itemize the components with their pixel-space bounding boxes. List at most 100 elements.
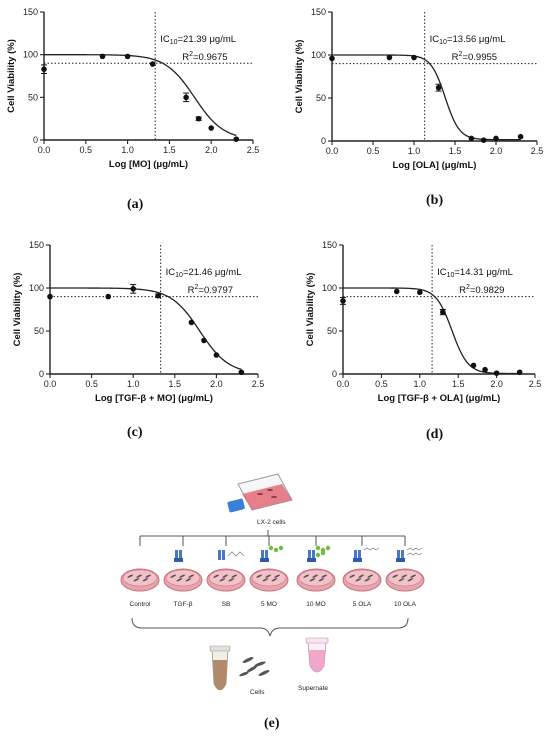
x-tick-label: 2.0: [205, 145, 218, 155]
x-tick-label: 1.5: [449, 146, 462, 156]
fit-curve: [44, 54, 237, 137]
x-tick-label: 2.0: [490, 379, 503, 389]
x-tick-label: 1.0: [408, 146, 421, 156]
group-label: 10 MO: [306, 601, 326, 608]
y-axis-title: Cell Viability (%): [305, 273, 316, 347]
ola-molecule-icon: [406, 552, 423, 556]
cell-icon: [410, 574, 417, 578]
cell-icon: [407, 578, 414, 582]
cell-icon: [185, 578, 192, 582]
receptor-icon: [307, 550, 316, 562]
y-tick-label: 50: [327, 326, 337, 336]
cell-icon: [401, 574, 408, 578]
data-point: [440, 309, 446, 315]
receptor-icon: [218, 550, 225, 560]
x-axis-title: Log [TGF-β + MO] (μg/mL): [95, 393, 213, 404]
fit-curve: [343, 287, 520, 375]
mo-particle-icon: [268, 545, 274, 551]
dish-row: Control TGF-β SB 5 MO 10 MO 5 OLA 10 OLA: [120, 536, 425, 608]
data-point: [238, 369, 245, 376]
cell-icon: [170, 574, 177, 578]
x-tick-label: 2.5: [252, 379, 265, 389]
data-point: [386, 54, 393, 61]
y-axis-title: Cell Viability (%): [6, 39, 17, 113]
cell-icon: [355, 578, 362, 582]
x-tick-label: 1.5: [163, 145, 176, 155]
x-axis-title: Log [TGF-β + OLA] (μg/mL): [378, 393, 501, 404]
y-tick-label: 0: [33, 135, 38, 145]
chart-panel-d: 0 50 100 150 0.0 0.5 1.0 1.5 2.0 2.5 Log [TGF-β + …: [285, 233, 550, 418]
dish-10-ola: 10 OLA: [385, 536, 425, 608]
chart-d-svg: 0 50 100 150 0.0 0.5 1.0 1.5 2.0 2.5 Log [TGF-β + …: [305, 240, 542, 404]
caption-e: (e): [264, 716, 280, 731]
data-point: [130, 286, 136, 292]
distribution-bracket: [139, 530, 406, 544]
x-axis-title: Log [MO] (μg/mL): [109, 159, 188, 170]
data-point: [201, 337, 207, 344]
cell-icon: [256, 574, 263, 578]
y-tick-label: 50: [28, 92, 38, 102]
cell-icon: [358, 574, 365, 578]
x-tick-label: 0.5: [367, 146, 380, 156]
x-tick-label: 2.0: [490, 146, 503, 156]
mo-particle-icon: [320, 550, 326, 556]
cell-icon: [265, 574, 272, 578]
group-label: TGF-β: [174, 601, 193, 608]
inhibitor-molecule-icon: [227, 551, 245, 557]
group-label: SB: [222, 601, 231, 608]
schematic-svg: LX-2 cells Control TGF-β SB 5 MO 10 MO 5 OLA 1…: [120, 473, 425, 696]
chart-c-svg: 0 50 100 150 0.0 0.5 1.0 1.5 2.0 2.5 Log [TGF-β + …: [12, 240, 265, 404]
cell-icon: [349, 574, 356, 578]
mo-particle-icon: [273, 547, 279, 553]
dish-inner: [165, 569, 201, 587]
y-axis-title: Cell Viability (%): [12, 273, 23, 347]
dish-inner: [122, 569, 158, 587]
data-point: [41, 66, 47, 72]
cell-icon: [321, 574, 328, 578]
y-tick-label: 0: [39, 369, 44, 379]
x-tick-label: 0.5: [80, 145, 93, 155]
data-point: [493, 135, 499, 142]
x-tick-label: 1.0: [414, 379, 427, 389]
ic10-annotation: IC10=21.39 μg/mL: [160, 34, 236, 46]
cell-icon: [222, 574, 229, 578]
cell-icon: [392, 574, 399, 578]
x-tick-label: 1.0: [121, 145, 134, 155]
data-point: [195, 115, 202, 122]
x-tick-label: 0.5: [375, 379, 388, 389]
ic10-annotation: IC10=13.56 μg/mL: [430, 34, 506, 46]
y-tick-label: 100: [23, 50, 38, 60]
cell-icon: [274, 574, 281, 578]
x-tick-label: 0.0: [38, 145, 51, 155]
y-tick-label: 50: [34, 326, 44, 336]
mo-particle-icon: [315, 552, 321, 558]
x-tick-label: 1.0: [127, 379, 140, 389]
cell-cluster-icon: [239, 657, 270, 677]
data-point: [468, 135, 475, 142]
x-axis-title: Log [OLA] (μg/mL): [393, 160, 477, 171]
cell-icon: [188, 574, 195, 578]
data-point: [188, 319, 195, 326]
ic10-annotation: IC10=21.46 μg/mL: [166, 267, 242, 279]
cell-icon: [398, 578, 405, 582]
data-point: [411, 54, 417, 61]
cell-icon: [262, 578, 269, 582]
data-point: [183, 94, 189, 101]
dish-5-mo: 5 MO: [249, 536, 289, 608]
receptor-icon: [396, 550, 405, 562]
y-tick-label: 50: [316, 93, 326, 103]
cell-icon: [312, 574, 319, 578]
y-tick-label: 0: [332, 369, 337, 379]
r-squared-annotation: R2=0.9675: [182, 51, 227, 63]
cell-icon: [176, 578, 183, 582]
x-tick-label: 1.5: [452, 379, 465, 389]
x-tick-label: 0.5: [85, 379, 98, 389]
mo-particle-icon: [315, 545, 321, 551]
x-tick-label: 2.5: [529, 379, 542, 389]
data-point: [493, 370, 500, 376]
data-point: [233, 136, 240, 142]
ic10-annotation: IC10=14.31 μg/mL: [437, 267, 513, 279]
flask-label: LX-2 cells: [257, 519, 286, 526]
mo-particle-icon: [325, 545, 331, 551]
cells-tube-icon: [209, 645, 231, 691]
